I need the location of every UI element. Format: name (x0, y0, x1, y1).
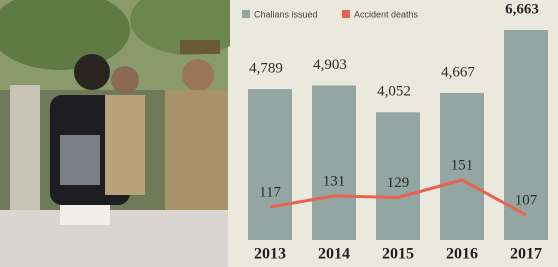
legend-swatch (342, 10, 350, 18)
value-label: 4,789 (249, 61, 283, 77)
line-value-label: 131 (323, 173, 346, 189)
line-value-label: 129 (387, 175, 410, 191)
x-tick-label: 2017 (510, 246, 542, 263)
clipping: Challans issued Accident deaths 4,789 2013 4… (0, 0, 558, 267)
x-tick-label: 2015 (382, 246, 414, 263)
bar (312, 85, 356, 240)
x-tick-label: 2014 (318, 246, 350, 263)
value-label: 4,052 (377, 84, 411, 100)
bar (504, 30, 548, 240)
x-tick-label: 2013 (254, 246, 286, 263)
value-label: 4,903 (313, 57, 347, 73)
photo (0, 0, 250, 267)
legend-label: Challans issued (254, 9, 318, 19)
legend-label: Accident deaths (354, 9, 419, 19)
value-label: 4,667 (441, 64, 475, 80)
legend-swatch (242, 10, 250, 18)
x-tick-label: 2016 (446, 246, 478, 263)
line-value-label: 151 (451, 157, 474, 173)
line-value-label: 107 (515, 192, 538, 208)
value-label: 6,663 (505, 1, 539, 17)
line-value-label: 117 (259, 184, 281, 200)
bar (248, 89, 292, 240)
